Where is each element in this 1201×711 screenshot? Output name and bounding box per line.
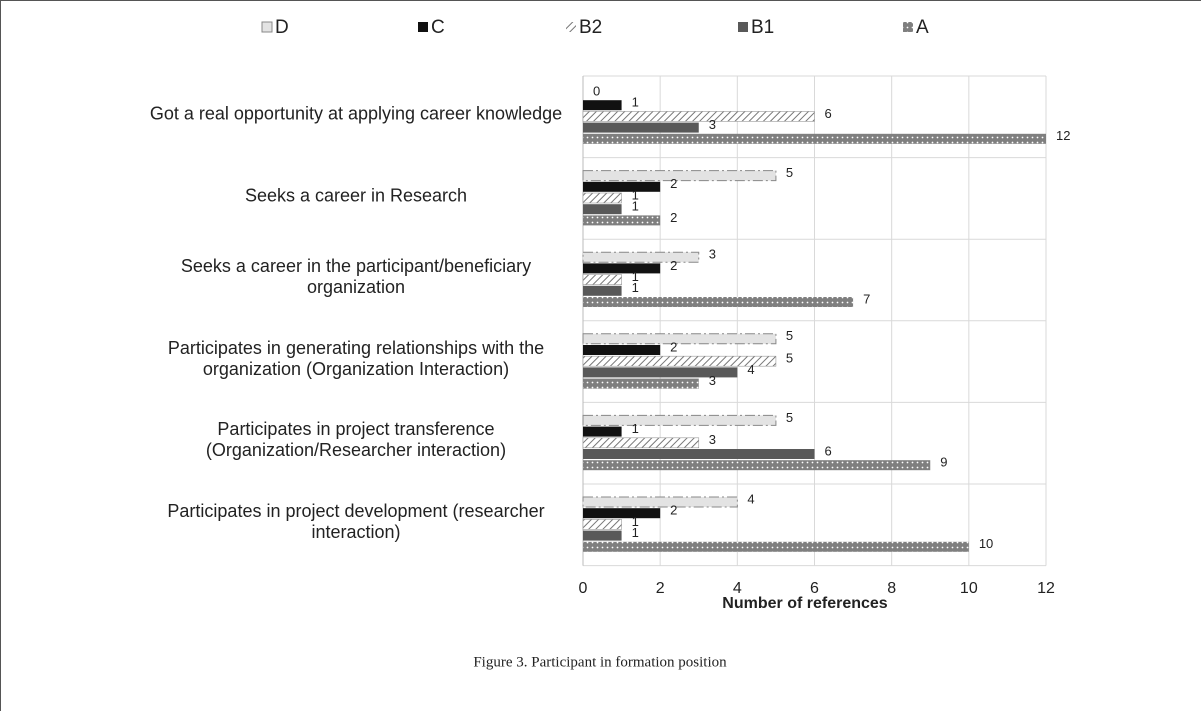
value-label: 2	[670, 503, 677, 518]
bar	[583, 460, 931, 471]
bar	[583, 449, 815, 459]
value-label: 3	[709, 432, 716, 447]
bar	[582, 170, 777, 182]
bar	[583, 378, 699, 389]
value-label: 4	[747, 362, 754, 377]
value-label: 1	[632, 280, 639, 295]
value-label: 3	[709, 373, 716, 388]
category-label: Seeks a career in the participant/benefi…	[180, 256, 532, 298]
x-tick-label: 12	[1037, 580, 1055, 597]
bar	[582, 355, 777, 367]
value-label: 1	[632, 269, 639, 284]
value-label: 1	[632, 514, 639, 529]
bar	[583, 215, 661, 226]
value-label: 4	[747, 491, 754, 506]
value-label: 5	[786, 410, 793, 425]
caption: Figure 3. Participant in formation posit…	[473, 654, 727, 670]
value-label: 2	[670, 210, 677, 225]
value-label: 12	[1056, 128, 1070, 143]
value-label: 2	[670, 258, 677, 273]
value-label: 10	[979, 536, 993, 551]
bar	[582, 519, 622, 530]
bar	[582, 274, 622, 285]
value-label: 1	[632, 187, 639, 202]
x-tick-label: 8	[887, 580, 896, 597]
bar	[583, 204, 622, 215]
category-label: Seeks a career in Research	[244, 185, 468, 206]
bar	[583, 285, 622, 296]
x-tick-label: 2	[656, 580, 665, 597]
bar	[582, 111, 815, 122]
value-label: 3	[709, 247, 716, 262]
x-tick-label: 10	[960, 580, 978, 597]
bar	[582, 437, 700, 449]
bar	[583, 133, 1046, 144]
category-label: Participates in project transference (Or…	[205, 419, 507, 461]
value-label: 9	[940, 455, 947, 470]
bar	[583, 263, 661, 274]
value-label: 1	[632, 95, 639, 110]
bar	[583, 297, 854, 307]
value-label: 1	[632, 199, 639, 214]
value-label: 6	[825, 443, 832, 458]
x-tick-label: 6	[810, 580, 819, 597]
value-label: 5	[786, 165, 793, 180]
bar	[582, 414, 777, 426]
value-label: 5	[786, 328, 793, 343]
bar	[582, 333, 777, 345]
value-label: 3	[709, 117, 716, 132]
legend-label: D	[275, 17, 289, 38]
bar	[583, 100, 622, 111]
bar	[583, 541, 969, 552]
value-label: 1	[632, 525, 639, 540]
legend-label: A	[916, 17, 929, 38]
bar	[583, 530, 622, 541]
legend-swatch	[566, 22, 576, 32]
bar	[582, 251, 700, 263]
value-label: 2	[670, 176, 677, 191]
category-label: Got a real opportunity at applying caree…	[149, 103, 563, 124]
legend-swatch	[903, 22, 913, 32]
value-label: 7	[863, 291, 870, 306]
value-label: 1	[632, 421, 639, 436]
bar	[583, 426, 622, 437]
value-label: 2	[670, 339, 677, 354]
x-axis-title: Number of references	[722, 595, 887, 612]
legend-swatch	[418, 22, 428, 32]
value-label: 6	[825, 106, 832, 121]
bar	[583, 508, 661, 519]
legend-swatch	[261, 21, 273, 33]
category-label: Participates in project development (res…	[167, 501, 545, 542]
value-label: 5	[786, 351, 793, 366]
bar	[583, 122, 699, 133]
legend-label: B2	[579, 17, 602, 38]
bar	[583, 181, 661, 192]
bar	[583, 367, 738, 378]
legend-swatch	[738, 22, 748, 32]
x-tick-label: 4	[733, 580, 742, 597]
bar	[583, 345, 661, 355]
value-label: 0	[593, 83, 600, 98]
category-label: Participates in generating relationships…	[167, 337, 545, 379]
x-tick-label: 0	[579, 580, 588, 597]
bar	[582, 192, 622, 204]
legend-label: B1	[751, 17, 774, 38]
legend-label: C	[431, 17, 445, 38]
bar	[582, 496, 738, 508]
